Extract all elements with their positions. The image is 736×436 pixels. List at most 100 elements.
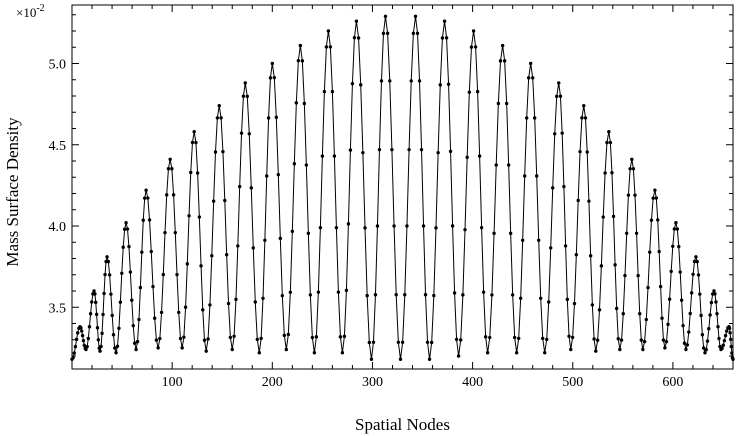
data-point [221,149,225,154]
data-point [288,290,293,294]
data-point [383,14,388,19]
y-tick-label: 4.0 [49,220,67,235]
data-point [722,338,727,343]
data-point [82,343,87,347]
data-point [98,349,102,353]
data-point [599,264,604,268]
x-tick-label: 600 [662,375,683,390]
data-point [574,253,579,257]
data-point [304,163,309,167]
data-point [101,312,105,317]
data-point [322,89,327,94]
data-point [625,231,629,235]
data-point [178,336,183,341]
data-point [496,101,501,106]
data-point [630,157,634,162]
x-tick-label: 200 [262,375,283,390]
data-point [714,300,718,304]
data-point [681,323,685,328]
data-point [528,61,533,66]
data-point [446,82,451,86]
data-point [597,308,602,312]
y-tick-label: 5.0 [49,58,67,73]
data-point [631,167,636,171]
data-point [90,300,94,304]
data-point [677,244,681,249]
data-point [137,317,141,322]
data-point [94,312,99,317]
data-point [86,336,91,341]
data-point [182,335,186,339]
data-point [161,272,165,277]
data-point [664,339,669,344]
data-point [634,231,639,235]
data-point [539,296,543,300]
data-point [646,285,650,290]
data-point [694,255,698,259]
data-point [712,289,716,293]
data-point [190,140,195,145]
data-point [616,337,620,341]
data-point [369,357,374,361]
data-point [626,193,631,197]
data-point [340,351,345,355]
data-point [173,230,177,235]
data-point [403,293,407,297]
data-point [163,230,167,235]
data-point [102,291,106,296]
data-point [151,284,155,289]
data-point [708,313,712,317]
data-point [533,116,537,120]
data-point [657,249,661,254]
data-point [488,335,492,340]
data-point [607,130,611,134]
data-point [642,339,647,344]
data-point [531,76,535,80]
data-point [450,224,455,228]
data-point [134,347,138,352]
data-point [296,58,301,63]
data-point [518,296,523,300]
data-point [583,116,588,120]
data-point [663,346,667,350]
data-point [373,293,378,297]
data-point [728,331,732,335]
data-point [141,218,145,222]
data-point [610,171,614,175]
data-point [128,270,133,274]
data-point [479,225,484,230]
data-point [448,149,453,154]
data-point [720,346,724,351]
y-axis-multiplier-base: ×10 [16,5,36,20]
data-point [648,250,652,254]
data-point [197,215,202,219]
data-point [127,244,131,249]
data-point [578,149,582,154]
data-point [132,341,137,345]
data-point [705,339,710,343]
data-point [114,351,118,355]
data-point [88,312,93,316]
data-point [569,347,573,352]
data-point [545,337,549,342]
data-point [338,335,343,339]
data-point [440,36,445,40]
data-point [292,162,297,166]
data-point [385,31,390,36]
data-point [727,326,732,331]
data-point [224,253,229,257]
data-point [332,154,337,158]
data-point [682,341,687,345]
data-point [576,198,580,203]
data-point [265,174,269,178]
data-point [553,132,557,136]
data-point [165,193,169,197]
data-point [603,171,607,175]
data-point [228,335,233,340]
data-point [110,313,114,318]
data-point [105,255,109,259]
data-point [567,334,571,338]
data-point [308,293,313,297]
data-point [330,89,335,94]
data-point [170,167,174,171]
